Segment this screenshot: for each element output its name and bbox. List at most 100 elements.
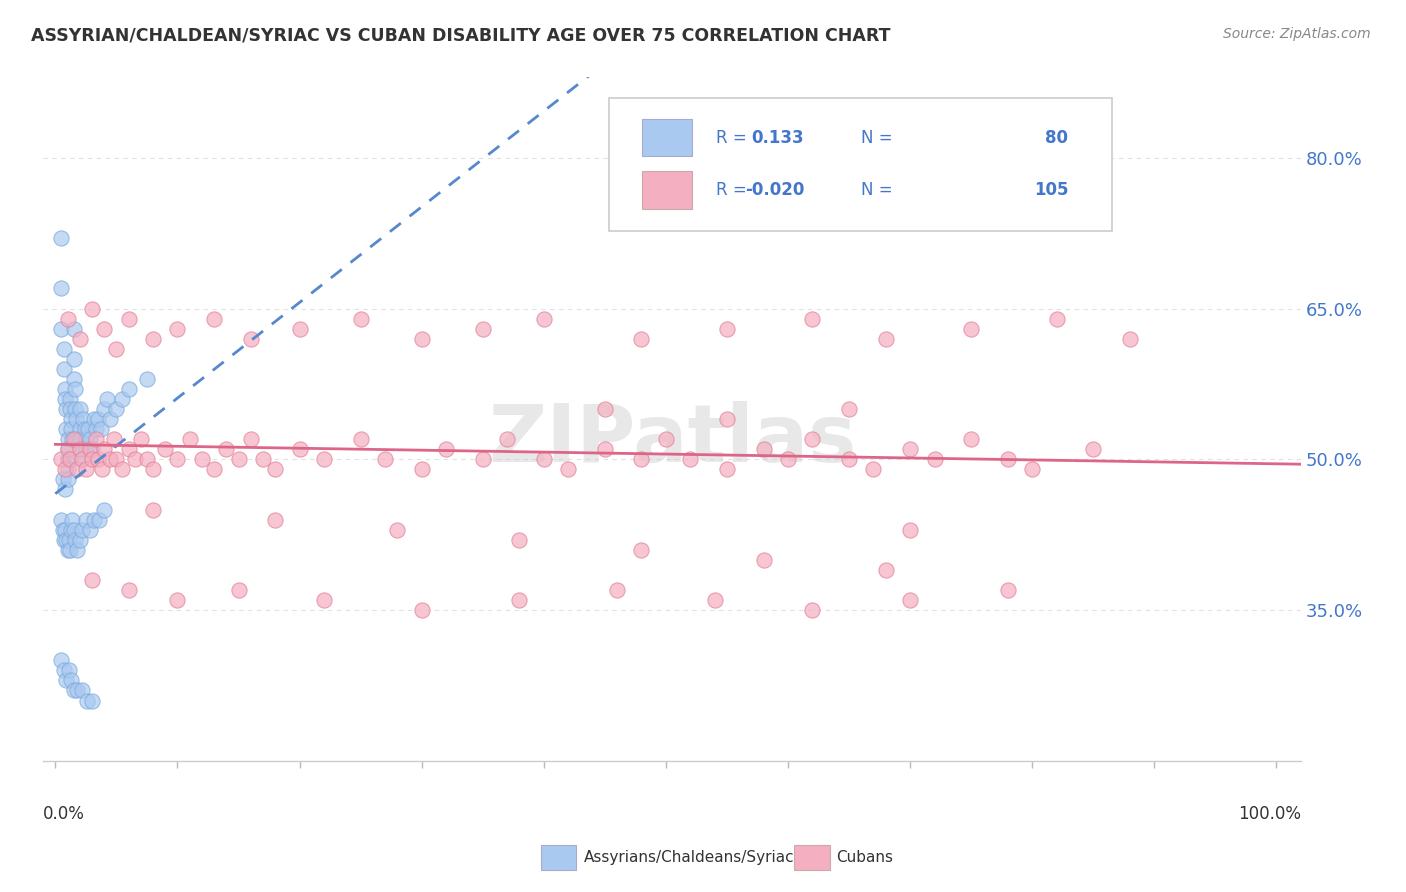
Point (1083, 442, 1105, 457)
Point (63, 402, 86, 417)
Point (202, 462, 225, 476)
Point (103, 432, 125, 446)
Point (56, 442, 79, 457)
Point (56, 452, 79, 467)
Point (62, 321, 84, 335)
Point (77, 422, 100, 436)
Point (51, 452, 73, 467)
Point (593, 442, 616, 457)
Point (52, 533, 75, 547)
Point (69, 442, 91, 457)
Point (593, 402, 616, 417)
Point (51, 653, 73, 667)
Point (98, 452, 121, 467)
Point (70, 523, 93, 537)
Point (801, 311, 824, 326)
Point (93, 402, 115, 417)
Point (56, 442, 79, 457)
Point (960, 432, 983, 446)
Point (62, 432, 84, 446)
Point (239, 432, 262, 446)
Point (76, 693, 98, 707)
Point (411, 462, 433, 476)
Text: 105: 105 (1033, 181, 1069, 199)
Point (997, 582, 1019, 597)
Point (105, 402, 128, 417)
Point (56, 472, 79, 486)
Point (52, 472, 75, 486)
Point (69, 422, 91, 436)
Point (53, 382, 76, 396)
Point (142, 332, 165, 346)
Point (55, 673, 77, 688)
Text: 0.0%: 0.0% (44, 805, 84, 823)
Text: ZIPatlas: ZIPatlas (488, 401, 856, 479)
Point (215, 442, 238, 457)
Text: N =: N = (860, 128, 893, 146)
Point (838, 452, 860, 467)
Point (716, 462, 738, 476)
Point (79, 432, 101, 446)
Point (411, 332, 433, 346)
Point (83, 412, 105, 426)
Point (801, 603, 824, 617)
Point (66, 432, 89, 446)
Point (117, 382, 139, 396)
Bar (641, 171, 692, 209)
Point (65, 412, 87, 426)
Point (56, 542, 79, 557)
Point (533, 311, 555, 326)
Point (898, 442, 921, 457)
Point (59, 452, 82, 467)
Point (89, 422, 111, 436)
Point (66, 462, 89, 476)
Text: N =: N = (860, 181, 893, 199)
Point (80, 442, 103, 457)
Point (630, 452, 652, 467)
Point (59, 392, 82, 406)
Point (924, 452, 946, 467)
Point (79, 523, 101, 537)
Point (142, 462, 165, 476)
Point (93, 321, 115, 335)
Point (471, 452, 494, 467)
Point (75, 513, 97, 527)
Text: R =: R = (716, 181, 747, 199)
Point (557, 462, 579, 476)
Point (898, 523, 921, 537)
Text: ASSYRIAN/CHALDEAN/SYRIAC VS CUBAN DISABILITY AGE OVER 75 CORRELATION CHART: ASSYRIAN/CHALDEAN/SYRIAC VS CUBAN DISABI… (31, 27, 890, 45)
Point (679, 452, 702, 467)
Point (135, 372, 157, 386)
Point (55, 422, 77, 436)
Point (73, 422, 96, 436)
Point (875, 332, 897, 346)
Point (52, 523, 75, 537)
Point (96, 392, 118, 406)
Point (496, 432, 519, 446)
Point (166, 321, 188, 335)
Point (117, 582, 139, 597)
Point (155, 442, 177, 457)
Point (239, 332, 262, 346)
Point (69, 332, 91, 346)
Point (75, 442, 97, 457)
Point (69, 402, 91, 417)
Point (80, 693, 103, 707)
Point (434, 442, 457, 457)
Point (997, 452, 1019, 467)
Point (387, 523, 409, 537)
Text: R =: R = (716, 128, 747, 146)
Point (90, 462, 112, 476)
Point (117, 311, 139, 326)
Point (533, 452, 555, 467)
Point (51, 321, 73, 335)
Point (93, 442, 115, 457)
Point (51, 513, 73, 527)
Point (87, 412, 110, 426)
Point (716, 412, 738, 426)
Point (62, 513, 84, 527)
Text: Cubans: Cubans (837, 850, 894, 864)
Point (66, 542, 89, 557)
Point (1046, 311, 1069, 326)
Text: -0.020: -0.020 (745, 181, 804, 199)
